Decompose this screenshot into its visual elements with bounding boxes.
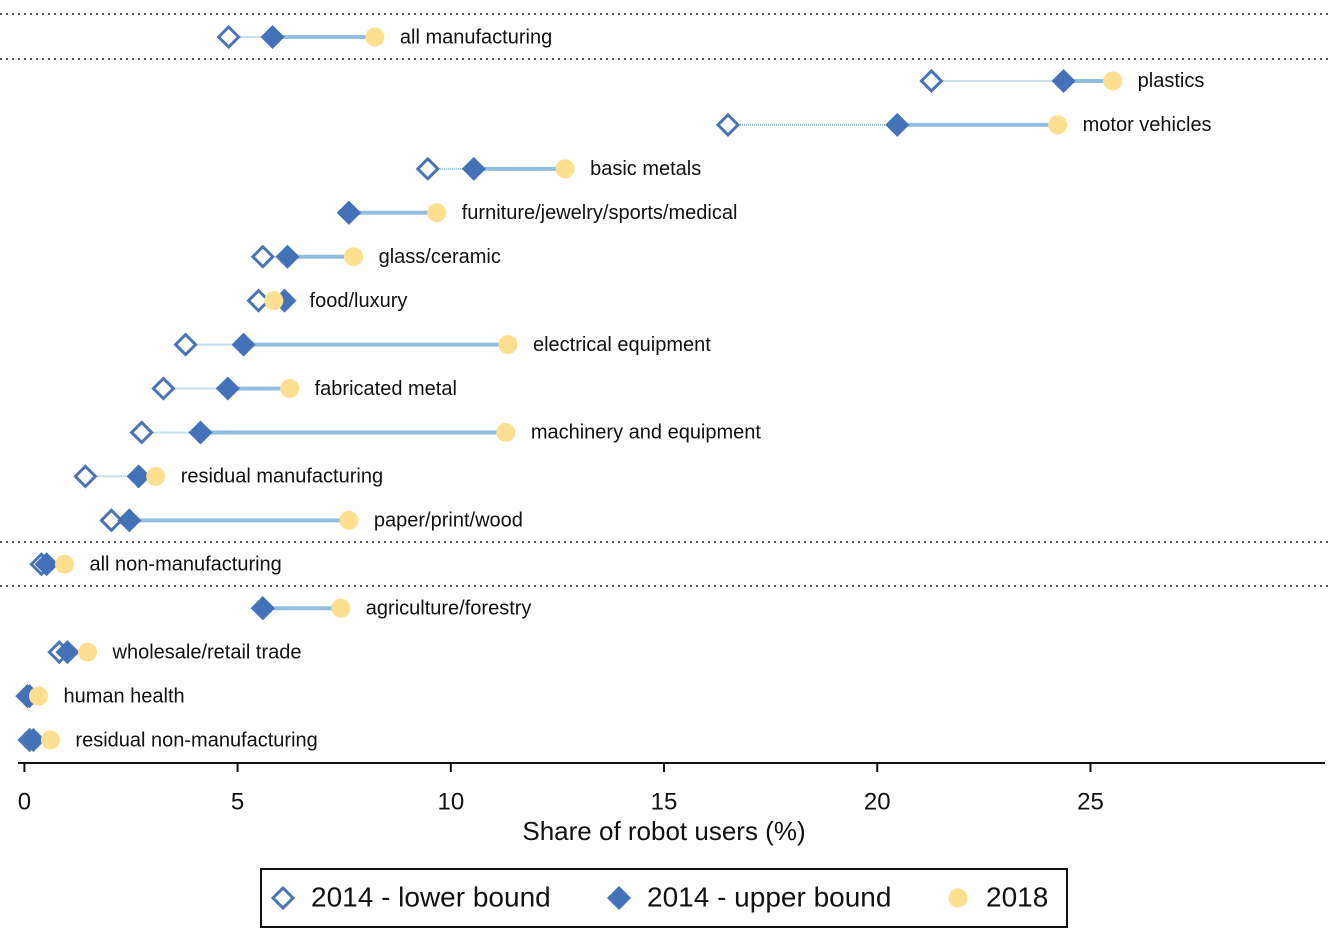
marker-2018 bbox=[331, 598, 351, 618]
upper-bound-marker bbox=[275, 244, 300, 269]
legend-label: 2014 - upper bound bbox=[647, 881, 891, 912]
category-label: furniture/jewelry/sports/medical bbox=[462, 202, 738, 224]
category-label: motor vehicles bbox=[1083, 114, 1212, 136]
category-label: plastics bbox=[1138, 70, 1205, 92]
lower-bound-marker bbox=[129, 420, 154, 445]
legend-marker bbox=[270, 885, 296, 911]
x-tick-label: 20 bbox=[864, 788, 891, 815]
marker-2018 bbox=[365, 27, 385, 47]
marker-2018 bbox=[1103, 71, 1123, 91]
marker-2018 bbox=[555, 159, 575, 179]
legend-label: 2018 bbox=[986, 881, 1048, 912]
category-label: all non-manufacturing bbox=[89, 554, 281, 576]
upper-bound-marker bbox=[55, 640, 80, 665]
upper-bound-marker bbox=[260, 25, 285, 49]
upper-bound-marker bbox=[1051, 68, 1076, 93]
marker-2018 bbox=[280, 379, 300, 398]
marker-2018 bbox=[264, 291, 284, 311]
lower-bound-marker bbox=[73, 464, 98, 489]
upper-bound-marker bbox=[188, 420, 213, 445]
separators bbox=[0, 13, 1328, 587]
marker-2018 bbox=[78, 642, 98, 662]
marker-2018 bbox=[427, 203, 447, 223]
lower-bound-marker bbox=[715, 112, 741, 137]
lower-bound-marker bbox=[250, 244, 275, 269]
upper-bound-marker bbox=[117, 508, 142, 533]
category-label: fabricated metal bbox=[315, 378, 457, 400]
category-label: glass/ceramic bbox=[379, 246, 501, 268]
lower-bound-marker bbox=[415, 156, 440, 181]
lower-bound-marker bbox=[216, 24, 241, 50]
lower-bound-marker bbox=[173, 332, 198, 357]
upper-bound-marker bbox=[885, 112, 910, 137]
marker-2018 bbox=[496, 422, 516, 442]
lower-bound-marker bbox=[151, 376, 176, 401]
category-label: paper/print/wood bbox=[374, 510, 523, 532]
x-tick-label: 0 bbox=[18, 788, 31, 815]
marker-2018 bbox=[28, 686, 48, 706]
x-tick-label: 15 bbox=[651, 788, 678, 815]
upper-bound-marker bbox=[21, 728, 46, 752]
marker-2018 bbox=[344, 247, 364, 267]
lower-bound-marker bbox=[919, 68, 944, 94]
category-label: machinery and equipment bbox=[531, 422, 762, 444]
category-label: human health bbox=[63, 685, 184, 707]
upper-bound-marker bbox=[461, 156, 486, 181]
upper-bound-marker bbox=[336, 200, 361, 225]
upper-bound-marker bbox=[231, 332, 256, 357]
legend-marker bbox=[948, 888, 968, 908]
upper-bound-marker bbox=[126, 464, 151, 489]
upper-bound-marker bbox=[215, 376, 240, 401]
category-label: residual non-manufacturing bbox=[75, 729, 317, 751]
upper-bound-marker bbox=[34, 552, 59, 577]
x-tick-label: 10 bbox=[437, 788, 464, 815]
legend-label: 2014 - lower bound bbox=[311, 881, 551, 912]
marker-2018 bbox=[498, 335, 518, 355]
category-label: basic metals bbox=[590, 158, 701, 180]
category-label: food/luxury bbox=[310, 290, 408, 312]
upper-bound-marker bbox=[250, 596, 275, 621]
lower-bound-marker bbox=[99, 508, 124, 533]
marker-2018 bbox=[40, 730, 60, 750]
marker-2018 bbox=[1048, 115, 1068, 135]
x-tick-label: 25 bbox=[1077, 788, 1104, 815]
legend-marker bbox=[607, 886, 631, 910]
legend bbox=[260, 868, 1068, 928]
category-label: wholesale/retail trade bbox=[112, 641, 302, 663]
x-axis-title: Share of robot users (%) bbox=[522, 816, 805, 846]
category-label: residual manufacturing bbox=[181, 466, 383, 488]
x-tick-label: 5 bbox=[231, 788, 244, 815]
category-label: agriculture/forestry bbox=[366, 597, 532, 619]
marker-2018 bbox=[54, 554, 74, 574]
marker-2018 bbox=[146, 466, 166, 486]
category-label: electrical equipment bbox=[533, 334, 711, 356]
category-label: all manufacturing bbox=[400, 26, 552, 48]
marker-2018 bbox=[339, 510, 359, 530]
